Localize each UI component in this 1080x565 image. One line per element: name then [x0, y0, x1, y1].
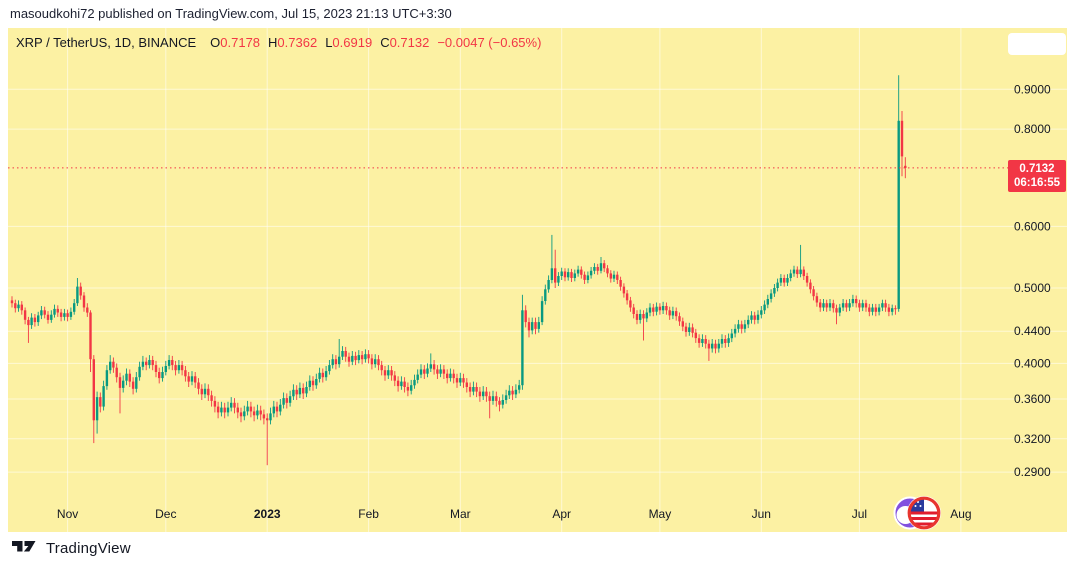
- month-tick-label: Jul: [852, 507, 867, 521]
- price-tick-label: 0.6000: [1014, 219, 1051, 233]
- month-tick-label: Mar: [450, 507, 471, 521]
- price-tick-label: 0.3200: [1014, 432, 1051, 446]
- ohlc-high: H0.7362: [268, 35, 318, 50]
- current-price-label: 0.7132 06:16:55: [1008, 160, 1066, 192]
- attribution-text: masoudkohi72 published on TradingView.co…: [0, 0, 1080, 28]
- price-tick-label: 0.2900: [1014, 465, 1051, 479]
- tradingview-logo-link[interactable]: TradingView: [12, 540, 131, 557]
- ohlc-low: L0.6919: [325, 35, 373, 50]
- time-axis[interactable]: Nov Dec 2023 Feb Mar Apr May Jun Jul Aug: [57, 507, 972, 521]
- symbol-legend: XRP / TetherUS, 1D, BINANCE O0.7178 H0.736…: [16, 35, 541, 50]
- currency-pair-icon: [893, 496, 941, 530]
- bar-countdown: 06:16:55: [1013, 177, 1061, 189]
- price-tick-label: 0.5000: [1014, 281, 1051, 295]
- price-tick-label: 0.3600: [1014, 392, 1051, 406]
- month-tick-label: Dec: [155, 507, 176, 521]
- chart-canvas[interactable]: 0.9000 0.8000 0.6000 0.5000 0.4400 0.4000 0.36…: [8, 28, 1067, 532]
- current-price-value: 0.7132: [1019, 163, 1055, 175]
- white-sticker-box: [1008, 33, 1066, 55]
- change-value: −0.0047 (−0.65%): [437, 35, 542, 50]
- month-tick-label: Apr: [552, 507, 571, 521]
- candles-layer: [10, 75, 907, 466]
- tradingview-brand-text: TradingView: [46, 540, 131, 557]
- month-tick-label: Jun: [752, 507, 771, 521]
- month-tick-label: Nov: [57, 507, 78, 521]
- price-tick-label: 0.9000: [1014, 82, 1051, 96]
- price-tick-label: 0.4000: [1014, 356, 1051, 370]
- us-flag-icon: [907, 496, 941, 530]
- price-tick-label: 0.8000: [1014, 122, 1051, 136]
- ohlc-close: C0.7132: [380, 35, 430, 50]
- month-tick-label: Aug: [950, 507, 971, 521]
- month-tick-label: May: [649, 507, 672, 521]
- symbol-title: XRP / TetherUS, 1D, BINANCE: [16, 35, 197, 50]
- chart-panel[interactable]: 0.9000 0.8000 0.6000 0.5000 0.4400 0.4000 0.36…: [8, 28, 1067, 532]
- tradingview-logo-icon: [12, 541, 36, 552]
- ohlc-open: O0.7178: [210, 35, 261, 50]
- price-axis[interactable]: 0.9000 0.8000 0.6000 0.5000 0.4400 0.4000 0.36…: [1014, 82, 1051, 479]
- price-tick-label: 0.4400: [1014, 324, 1051, 338]
- month-tick-label: 2023: [254, 507, 281, 521]
- grid-lines: [8, 28, 1067, 532]
- footer-bar: TradingView: [0, 532, 1080, 565]
- month-tick-label: Feb: [358, 507, 379, 521]
